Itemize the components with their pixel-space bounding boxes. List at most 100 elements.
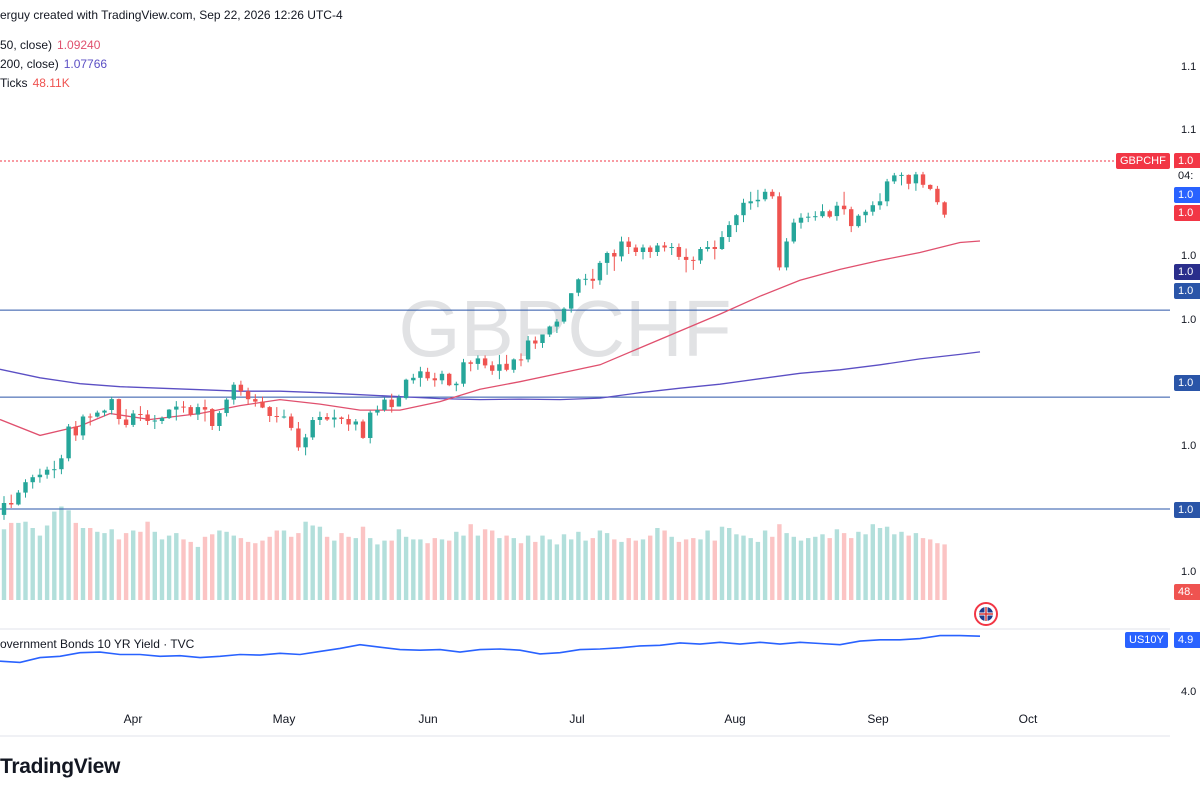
candle bbox=[174, 401, 179, 421]
legend-ma200[interactable]: 200, close) 1.07766 bbox=[0, 57, 107, 71]
volume-bar bbox=[928, 539, 933, 600]
volume-bar bbox=[138, 531, 143, 600]
candle-body bbox=[554, 321, 560, 327]
volume-bar bbox=[748, 538, 753, 600]
candle-body bbox=[152, 420, 157, 422]
candle-body bbox=[518, 359, 524, 361]
candle bbox=[727, 221, 732, 242]
candle bbox=[770, 189, 775, 199]
flag-icon[interactable] bbox=[974, 602, 998, 626]
volume-bar bbox=[935, 543, 940, 600]
candle bbox=[612, 249, 617, 271]
candle-body bbox=[784, 241, 789, 268]
volume-bar bbox=[525, 535, 531, 600]
candle-body bbox=[942, 202, 947, 215]
volume-bar bbox=[439, 539, 445, 600]
volume-bar bbox=[784, 533, 789, 600]
us10y-value-tag: 4.9 bbox=[1174, 632, 1200, 648]
moving-averages bbox=[0, 240, 981, 437]
candle bbox=[554, 319, 560, 333]
legend-volume[interactable]: Ticks 48.11K bbox=[0, 76, 70, 90]
candle bbox=[80, 414, 86, 440]
candle-body bbox=[16, 492, 21, 505]
price-axis-label-5: 1.0 bbox=[1181, 440, 1197, 452]
candle-body bbox=[231, 384, 236, 400]
candle bbox=[152, 415, 157, 429]
candle-body bbox=[590, 278, 595, 281]
candle bbox=[210, 408, 215, 430]
volume-bar bbox=[870, 524, 875, 600]
legend-ma50-value: 1.09240 bbox=[57, 38, 101, 52]
candle-body bbox=[174, 406, 179, 410]
candle-body bbox=[705, 247, 710, 249]
volume-bar bbox=[88, 528, 93, 600]
volume-bar bbox=[576, 531, 581, 600]
volume-bar bbox=[109, 529, 114, 600]
candle-body bbox=[411, 377, 416, 381]
volume-bar bbox=[561, 534, 567, 600]
volume-bar bbox=[813, 536, 818, 600]
candle-body bbox=[303, 437, 308, 448]
candle-body bbox=[360, 421, 366, 438]
volume-bar bbox=[30, 528, 35, 600]
candle bbox=[439, 370, 445, 385]
candle-body bbox=[73, 426, 78, 436]
candle bbox=[224, 398, 229, 417]
volume-bar bbox=[260, 540, 265, 600]
volume-bar bbox=[762, 530, 768, 600]
volume-bar bbox=[166, 535, 172, 600]
candle bbox=[123, 409, 129, 428]
candle bbox=[525, 336, 531, 363]
volume-bar bbox=[920, 538, 926, 600]
volume-bar bbox=[583, 540, 588, 600]
candle-body bbox=[604, 253, 610, 263]
volume-bar bbox=[353, 538, 358, 600]
volume-bar bbox=[217, 530, 222, 600]
candle bbox=[705, 241, 710, 252]
candle bbox=[360, 419, 366, 439]
volume-bar bbox=[95, 531, 100, 600]
volume-bar bbox=[655, 528, 660, 600]
volume-bar bbox=[66, 510, 71, 600]
candle bbox=[289, 413, 294, 431]
candle bbox=[935, 185, 940, 205]
candle-body bbox=[95, 412, 100, 417]
tradingview-logo[interactable]: TradingView bbox=[0, 755, 120, 779]
candle bbox=[411, 373, 416, 384]
candle-body bbox=[597, 262, 603, 281]
volume-bar bbox=[597, 530, 603, 600]
candle bbox=[131, 410, 136, 427]
yield-pane bbox=[0, 634, 981, 664]
volume-bar bbox=[59, 506, 64, 600]
candle bbox=[188, 405, 193, 417]
volume-bar bbox=[490, 530, 495, 600]
candle-body bbox=[403, 379, 409, 399]
candle-body bbox=[719, 237, 725, 249]
candle-body bbox=[267, 407, 272, 416]
candle bbox=[16, 490, 21, 506]
volume-bar bbox=[389, 540, 394, 600]
candle bbox=[619, 236, 624, 262]
volume-bar bbox=[289, 536, 294, 600]
candle-body bbox=[583, 278, 588, 280]
candle-body bbox=[935, 188, 940, 203]
candle-body bbox=[640, 247, 646, 252]
legend-ma50[interactable]: 50, close) 1.09240 bbox=[0, 38, 100, 52]
candle bbox=[324, 413, 330, 421]
candle bbox=[906, 174, 911, 190]
volume-bar bbox=[518, 543, 524, 600]
volume-bar bbox=[741, 535, 746, 600]
legend-volume-label: Ticks bbox=[0, 76, 28, 90]
volume-bar bbox=[719, 526, 725, 600]
candle bbox=[274, 407, 279, 423]
candle-body bbox=[748, 201, 753, 204]
candle-body bbox=[669, 247, 674, 248]
volume-bar bbox=[849, 538, 854, 600]
candle-body bbox=[475, 358, 481, 364]
volume-bar bbox=[425, 543, 430, 600]
volume-bar bbox=[698, 539, 703, 600]
volume-bar bbox=[727, 528, 732, 600]
candle-body bbox=[368, 412, 373, 438]
candle-body bbox=[626, 241, 631, 247]
